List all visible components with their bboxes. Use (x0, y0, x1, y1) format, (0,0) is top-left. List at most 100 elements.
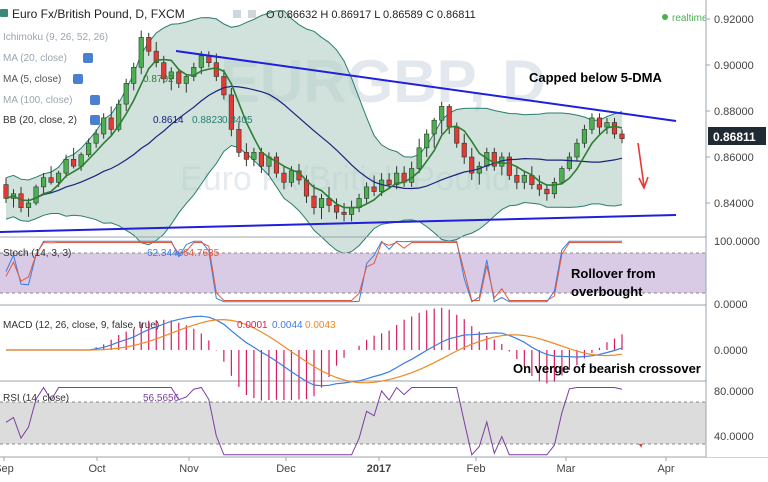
candle (243, 143, 249, 167)
stoch-tick-label: 100.0000 (714, 236, 760, 248)
candle (559, 166, 565, 185)
price-axis[interactable] (706, 0, 768, 457)
candle-body (379, 179, 385, 192)
rsi-line (5, 386, 623, 456)
bb-basis-value: 0.8614 (153, 115, 184, 126)
price-tick-label: 0.88000 (714, 106, 754, 118)
candle-body (108, 117, 114, 130)
annotation-dma: Capped below 5-DMA (529, 70, 663, 85)
candlesticks (3, 30, 625, 222)
price-tick-label: 0.90000 (714, 60, 754, 72)
candle (469, 147, 475, 180)
candle (108, 106, 114, 137)
ichimoku-label[interactable]: Ichimoku (9, 26, 52, 26) (3, 32, 108, 43)
candle (48, 166, 54, 185)
candle (273, 152, 279, 178)
candle (341, 203, 347, 222)
visibility-icon[interactable] (233, 10, 241, 18)
ma100-settings-icon[interactable] (90, 95, 100, 105)
candle-body (333, 205, 340, 213)
ohlc-values: O 0.86632 H 0.86917 L 0.86589 C 0.86811 (266, 9, 476, 21)
candle (191, 62, 197, 82)
ma20-label[interactable]: MA (20, close) (3, 53, 67, 64)
candle-body (153, 50, 159, 64)
candle-body (3, 184, 9, 199)
collapse-icon[interactable] (0, 9, 8, 17)
bb-upper-line (5, 10, 623, 181)
candle-body (138, 37, 144, 68)
candle-body (206, 55, 212, 63)
ma20-line (5, 85, 623, 202)
rsi-value: 56.5656 (143, 393, 180, 404)
candle-body (596, 117, 603, 128)
rsi-tick-label: 80.0000 (714, 386, 754, 398)
candle-body (544, 188, 550, 195)
stoch-label[interactable]: Stoch (14, 3, 3) (3, 248, 71, 259)
candle-body (551, 182, 557, 195)
candle-body (311, 195, 317, 208)
macd-label[interactable]: MACD (12, 26, close, 9, false, true) (3, 320, 159, 331)
candle-body (574, 142, 580, 158)
candle-body (56, 172, 62, 183)
macd-line (6, 315, 623, 387)
candle-body (394, 172, 400, 185)
candle (521, 170, 527, 190)
last-price-label: 0.86811 (713, 130, 756, 144)
stoch-lines (5, 240, 623, 303)
stoch-d-line (5, 241, 623, 301)
candle (619, 129, 625, 144)
candle-body (514, 175, 520, 183)
realtime-dot-icon (662, 14, 668, 20)
candle (86, 138, 92, 157)
candle (236, 122, 242, 157)
candle (424, 129, 430, 157)
candle-body (168, 71, 174, 80)
ma5-line (5, 58, 623, 209)
candle (461, 134, 467, 164)
upper-trendline[interactable] (175, 50, 677, 122)
macd-signal-line (6, 318, 623, 384)
candle-body (281, 172, 287, 183)
candle-body (461, 142, 467, 158)
candle (281, 166, 287, 190)
candle-body (318, 198, 325, 208)
candle (544, 184, 550, 201)
candle-body (71, 159, 77, 167)
price-tick-label: 0.84000 (714, 198, 754, 210)
candle (153, 42, 159, 68)
candle (93, 129, 99, 148)
macd-hist-value: 0.0001 (237, 320, 268, 331)
rsi-label[interactable]: RSI (14, close) (3, 393, 69, 404)
candle (3, 177, 9, 203)
candle (371, 175, 377, 197)
candle-body (416, 147, 422, 169)
candle-body (221, 76, 227, 96)
bb-label[interactable]: BB (20, close, 2) (3, 115, 77, 126)
ma5-settings-icon[interactable] (73, 74, 83, 84)
candle (333, 198, 340, 220)
candle-body (491, 152, 497, 167)
ma5-label[interactable]: MA (5, close) (3, 74, 61, 85)
candle (183, 74, 189, 93)
candle (439, 101, 445, 134)
bb-lower-line (5, 144, 623, 255)
candle-body (33, 186, 39, 204)
bb-settings-icon[interactable] (90, 115, 100, 125)
candle (604, 117, 610, 134)
settings-icon[interactable] (248, 10, 256, 18)
candle (318, 193, 325, 220)
candle-body (611, 122, 618, 135)
candle-body (371, 186, 377, 192)
macd-line-value: 0.0044 (272, 320, 303, 331)
ma100-label[interactable]: MA (100, close) (3, 95, 72, 106)
time-axis[interactable]: Sep Oct Nov Dec 2017 Feb Mar Apr (0, 457, 675, 475)
candle-body (116, 103, 122, 130)
candle-body (559, 168, 565, 183)
lower-trendline[interactable] (0, 214, 677, 233)
candle (491, 147, 497, 171)
candle-body (86, 142, 92, 155)
stoch-k-line (5, 240, 622, 303)
macd-lines (6, 307, 623, 401)
ma20-settings-icon[interactable] (83, 53, 93, 63)
